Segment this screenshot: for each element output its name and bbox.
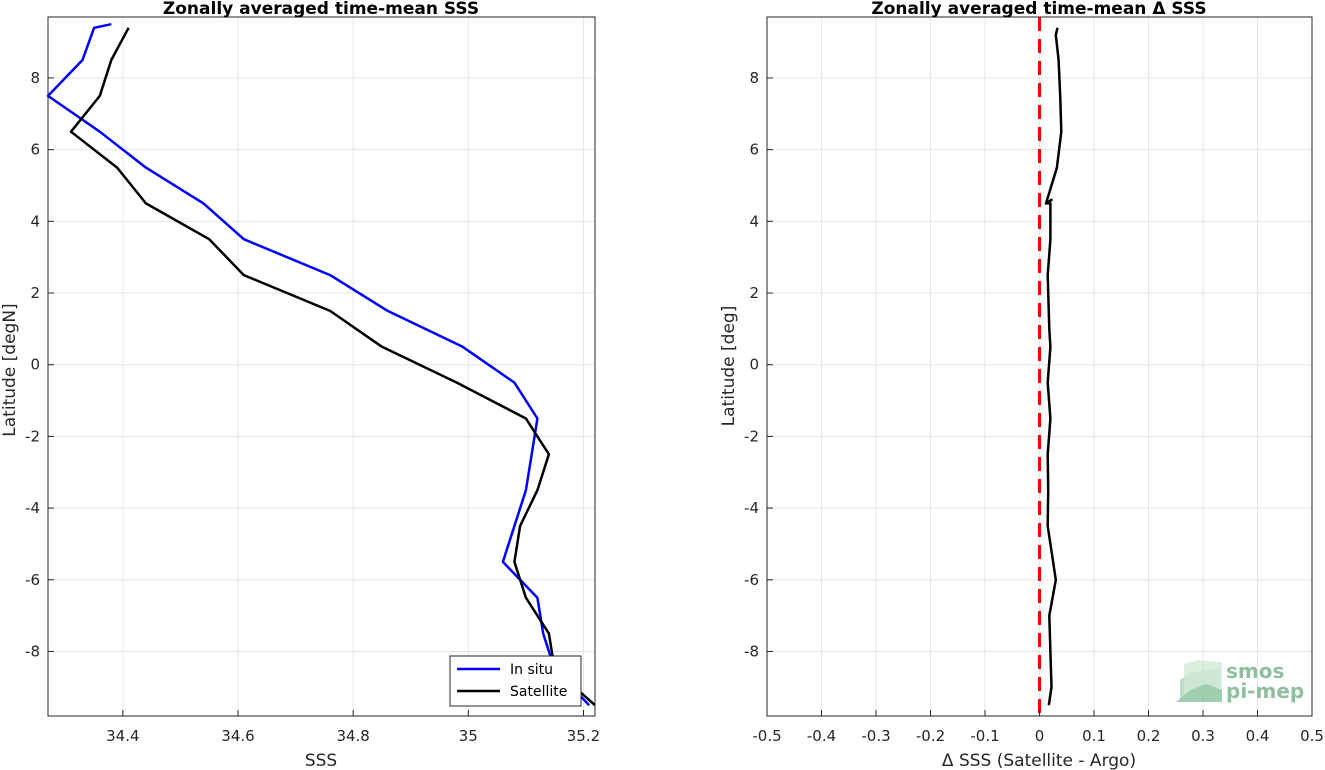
x-tick-label: -0.4	[807, 727, 836, 745]
x-tick-label: -0.3	[861, 727, 890, 745]
y-tick-label: 0	[749, 356, 759, 374]
y-tick-label: -2	[25, 427, 40, 445]
y-tick-label: -4	[25, 499, 40, 517]
legend-label-satellite: Satellite	[510, 684, 567, 700]
x-tick-label: 34.4	[106, 727, 139, 745]
y-tick-label: 0	[30, 356, 40, 374]
x-tick-label: 34.6	[221, 727, 254, 745]
y-tick-label: 8	[749, 69, 759, 87]
y-tick-label: 6	[749, 141, 759, 159]
logo-line1: smos	[1226, 659, 1284, 683]
y-tick-label: -2	[744, 427, 759, 445]
x-tick-label: 0.4	[1246, 727, 1270, 745]
ticks: -0.5 -0.4 -0.3 -0.2 -0.1 0 0.1 0.2 0.3 0.4 0.5 -8 -6…	[744, 69, 1324, 745]
y-tick-label: 4	[30, 212, 40, 230]
axes-box	[47, 16, 596, 717]
y-tick-label: 6	[30, 141, 40, 159]
ticks: 34.4 34.6 34.8 35 35.2 -8 -6 -4 -2 0 2 4 6 8	[25, 69, 600, 745]
x-tick-label: -0.2	[916, 727, 945, 745]
y-tick-label: -6	[744, 571, 759, 589]
series-group	[1044, 27, 1063, 706]
chart-sss: 34.4 34.6 34.8 35 35.2 -8 -6 -4 -2 0 2 4 6 8 Zonally …	[0, 0, 600, 770]
plot-area	[48, 17, 595, 716]
legend-label-in-situ: In situ	[510, 662, 553, 678]
x-tick-label: 0	[1035, 727, 1045, 745]
chart-title: Zonally averaged time-mean Δ SSS	[871, 0, 1206, 19]
logo-line2: pi-mep	[1226, 679, 1304, 703]
y-tick-label: -6	[25, 571, 40, 589]
x-tick-label: -0.5	[752, 727, 781, 745]
x-tick-label: -0.1	[970, 727, 999, 745]
series-line-satellite	[69, 27, 596, 707]
smos-pi-mep-logo: smos pi-mep	[1176, 659, 1304, 703]
x-tick-label: 35.2	[567, 727, 600, 745]
x-tick-label: 0.1	[1082, 727, 1106, 745]
legend: In situ Satellite	[449, 655, 582, 707]
x-tick-label: 0.3	[1191, 727, 1215, 745]
chart-title: Zonally averaged time-mean SSS	[163, 0, 479, 19]
chart-delta-sss: -0.5 -0.4 -0.3 -0.2 -0.1 0 0.1 0.2 0.3 0.4 0.5 -8 -6…	[719, 0, 1324, 770]
y-tick-label: -8	[744, 642, 759, 660]
logo-graphic-icon	[1176, 660, 1222, 702]
x-tick-label: 35	[459, 727, 478, 745]
series-line-in-situ	[46, 22, 591, 707]
series-line-series-0	[1044, 27, 1063, 706]
x-tick-label: 34.8	[336, 727, 369, 745]
y-tick-label: 2	[749, 284, 759, 302]
y-axis-label: Latitude [deg]	[719, 306, 739, 427]
y-tick-label: 4	[749, 212, 759, 230]
x-tick-label: 0.5	[1300, 727, 1324, 745]
y-tick-label: 2	[30, 284, 40, 302]
x-axis-label: SSS	[305, 751, 337, 770]
series-group	[46, 22, 596, 707]
y-tick-label: -8	[25, 642, 40, 660]
grid	[48, 17, 595, 716]
y-tick-label: -4	[744, 499, 759, 517]
legend-box	[449, 655, 582, 707]
x-tick-label: 0.2	[1137, 727, 1161, 745]
y-tick-label: 8	[30, 69, 40, 87]
y-axis-label: Latitude [degN]	[0, 303, 20, 436]
x-axis-label: Δ SSS (Satellite - Argo)	[942, 751, 1136, 770]
